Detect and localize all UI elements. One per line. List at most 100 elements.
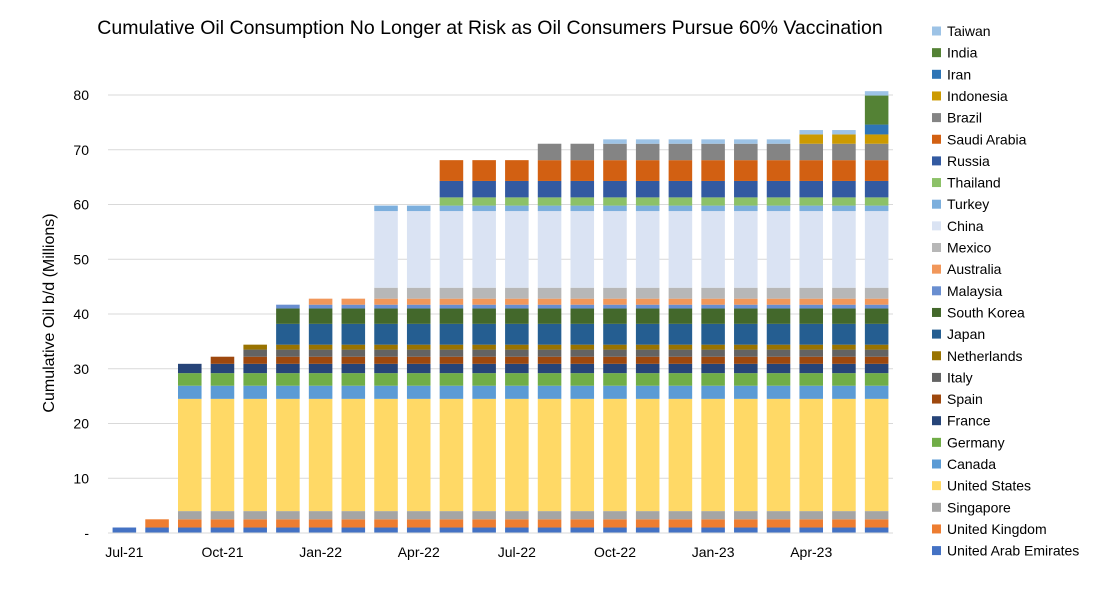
bar-segment (308, 373, 333, 386)
bar-segment (374, 298, 398, 305)
bar-segment (832, 356, 856, 364)
bar-segment (766, 298, 791, 305)
bar-segment (799, 519, 823, 528)
bar-segment (603, 298, 627, 305)
bar-segment (505, 211, 529, 288)
bar-segment (472, 160, 496, 181)
bar-segment (472, 519, 496, 528)
bar-segment (799, 511, 823, 520)
bar-segment (701, 349, 725, 357)
bar-segment (308, 363, 333, 374)
legend-swatch (932, 26, 941, 36)
bar-segment (832, 373, 856, 386)
x-tick-label: Apr-23 (790, 544, 832, 560)
bar-segment (864, 95, 889, 125)
bar-segment (276, 398, 300, 512)
bar-segment (472, 180, 496, 198)
bar-segment (439, 385, 464, 399)
legend-label: Canada (947, 456, 996, 472)
legend-label: Indonesia (947, 88, 1008, 104)
bar-segment (635, 143, 660, 161)
bar-segment (570, 211, 595, 288)
legend-label: Australia (947, 261, 1002, 277)
bar-stack (734, 139, 758, 533)
legend-label: Netherlands (947, 348, 1023, 364)
gridlines (108, 94, 893, 479)
bar-segment (766, 323, 791, 345)
legend-swatch (932, 156, 941, 166)
bar-segment (472, 511, 496, 520)
bar-segment (734, 143, 758, 161)
legend-swatch (932, 481, 941, 491)
bar-segment (799, 349, 823, 357)
bar-segment (701, 180, 725, 198)
x-tick-label: Oct-21 (201, 544, 243, 560)
bar-segment (472, 363, 496, 374)
bar-stack (701, 139, 725, 533)
bar-segment (832, 349, 856, 357)
bar-segment (439, 211, 464, 288)
bar-segment (864, 519, 889, 528)
bar-segment (864, 304, 889, 309)
bar-stack (439, 160, 464, 533)
bar-segment (734, 139, 758, 144)
bar-segment (505, 349, 529, 357)
bar-segment (832, 344, 856, 350)
bar-segment (635, 373, 660, 386)
bar-segment (374, 527, 398, 533)
bar-segment (701, 287, 725, 299)
bar-segment (505, 205, 529, 212)
bar-segment (472, 304, 496, 309)
legend-item: Iran (932, 66, 971, 82)
bar-segment (603, 356, 627, 364)
bar-segment (766, 398, 791, 512)
bar-segment (832, 527, 856, 533)
legend-swatch (932, 351, 941, 361)
bar-segment (570, 356, 595, 364)
bar-segment (864, 356, 889, 364)
bar-segment (635, 287, 660, 299)
bar-segment (832, 160, 856, 181)
bar-segment (832, 323, 856, 345)
bar-segment (374, 344, 398, 350)
bar-segment (701, 323, 725, 345)
bar-segment (570, 344, 595, 350)
bar-segment (243, 363, 267, 374)
legend-item: Italy (932, 369, 973, 385)
bar-segment (112, 527, 137, 533)
bar-segment (603, 385, 627, 399)
bar-segment (864, 298, 889, 305)
legend-label: Saudi Arabia (947, 131, 1027, 147)
bar-segment (406, 298, 431, 305)
bar-segment (701, 298, 725, 305)
bar-segment (374, 519, 398, 528)
bar-segment (734, 211, 758, 288)
bar-segment (210, 511, 235, 520)
legend-swatch (932, 394, 941, 404)
bar-segment (603, 287, 627, 299)
bar-stack (308, 298, 333, 533)
bar-segment (505, 304, 529, 309)
legend-item: Thailand (932, 175, 1001, 191)
bar-stack (472, 160, 496, 533)
legend-swatch (932, 372, 941, 382)
bar-segment (635, 211, 660, 288)
bar-segment (276, 344, 300, 350)
bar-segment (864, 308, 889, 324)
bar-segment (439, 373, 464, 386)
legend-label: Spain (947, 391, 983, 407)
bar-segment (406, 398, 431, 512)
bar-stack (112, 527, 137, 533)
bar-segment (603, 519, 627, 528)
legend-label: Brazil (947, 110, 982, 126)
legend-swatch (932, 502, 941, 512)
legend-item: Saudi Arabia (932, 131, 1027, 147)
bar-segment (864, 349, 889, 357)
legend-label: France (947, 413, 991, 429)
bar-segment (864, 205, 889, 212)
bar-segment (799, 197, 823, 206)
bar-segment (178, 363, 202, 374)
bar-segment (537, 356, 562, 364)
bar-segment (439, 323, 464, 345)
bar-stack (243, 344, 267, 533)
